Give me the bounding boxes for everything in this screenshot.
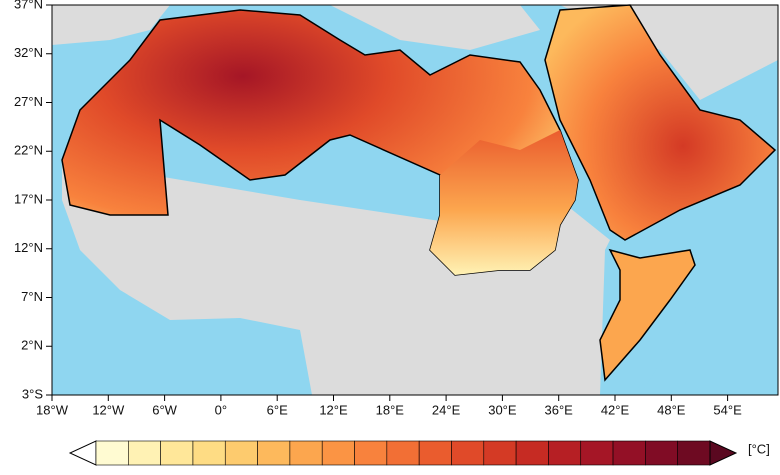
colorbar-swatch bbox=[451, 440, 485, 466]
colorbar-swatch bbox=[289, 440, 323, 466]
lat-label: 12°N bbox=[14, 240, 43, 255]
lat-label: 2°N bbox=[21, 338, 43, 353]
colorbar-end bbox=[709, 440, 738, 466]
lat-label: 32°N bbox=[14, 45, 43, 60]
colorbar-swatch bbox=[548, 440, 582, 466]
lon-label: 6°W bbox=[152, 402, 177, 417]
colorbar-swatch bbox=[483, 440, 517, 466]
colorbar-swatch bbox=[612, 440, 646, 466]
colorbar-swatch bbox=[418, 440, 452, 466]
colorbar bbox=[68, 440, 738, 466]
lon-label: 12°E bbox=[319, 402, 348, 417]
land-north bbox=[52, 5, 778, 100]
colorbar-swatch bbox=[580, 440, 614, 466]
lon-label: 36°E bbox=[545, 402, 574, 417]
colorbar-swatch bbox=[95, 440, 129, 466]
lat-label: 27°N bbox=[14, 94, 43, 109]
colorbar-swatch bbox=[677, 440, 711, 466]
colorbar-swatch bbox=[354, 440, 388, 466]
axes: 37°N 32°N 27°N 22°N 17°N 12°N 7°N 2°N 3°S18°W 12°… bbox=[14, 0, 742, 417]
colorbar-swatch bbox=[386, 440, 420, 466]
land-africa bbox=[62, 160, 610, 395]
lon-label: 24°E bbox=[432, 402, 461, 417]
horn-of-africa bbox=[599, 248, 696, 382]
colorbar-swatch bbox=[321, 440, 355, 466]
lat-label: 17°N bbox=[14, 191, 43, 206]
lon-label: 42°E bbox=[601, 402, 630, 417]
colorbar-swatch bbox=[128, 440, 161, 466]
colorbar-swatch bbox=[645, 440, 678, 466]
lat-label: 22°N bbox=[14, 143, 43, 158]
lon-label: 6°E bbox=[267, 402, 288, 417]
colorbar-swatch bbox=[224, 440, 258, 466]
lat-label: 7°N bbox=[21, 289, 43, 304]
colorbar-swatch bbox=[515, 440, 549, 466]
colorbar-unit: [°C] bbox=[748, 441, 770, 456]
lon-label: 30°E bbox=[488, 402, 517, 417]
lon-label: 48°E bbox=[657, 402, 686, 417]
colorbar-swatch bbox=[257, 440, 291, 466]
colorbar-swatch bbox=[160, 440, 194, 466]
lon-label: 54°E bbox=[713, 402, 742, 417]
colorbar-end bbox=[68, 440, 97, 466]
lat-label: 37°N bbox=[14, 0, 43, 11]
arabian-peninsula bbox=[544, 4, 777, 241]
lon-label: 18°W bbox=[36, 402, 69, 417]
colorbar-swatch bbox=[192, 440, 226, 466]
lat-label: 3°S bbox=[22, 386, 43, 401]
lon-label: 18°E bbox=[376, 402, 405, 417]
lon-label: 12°W bbox=[92, 402, 125, 417]
sudan-region bbox=[430, 130, 578, 275]
lon-label: 0° bbox=[215, 402, 227, 417]
